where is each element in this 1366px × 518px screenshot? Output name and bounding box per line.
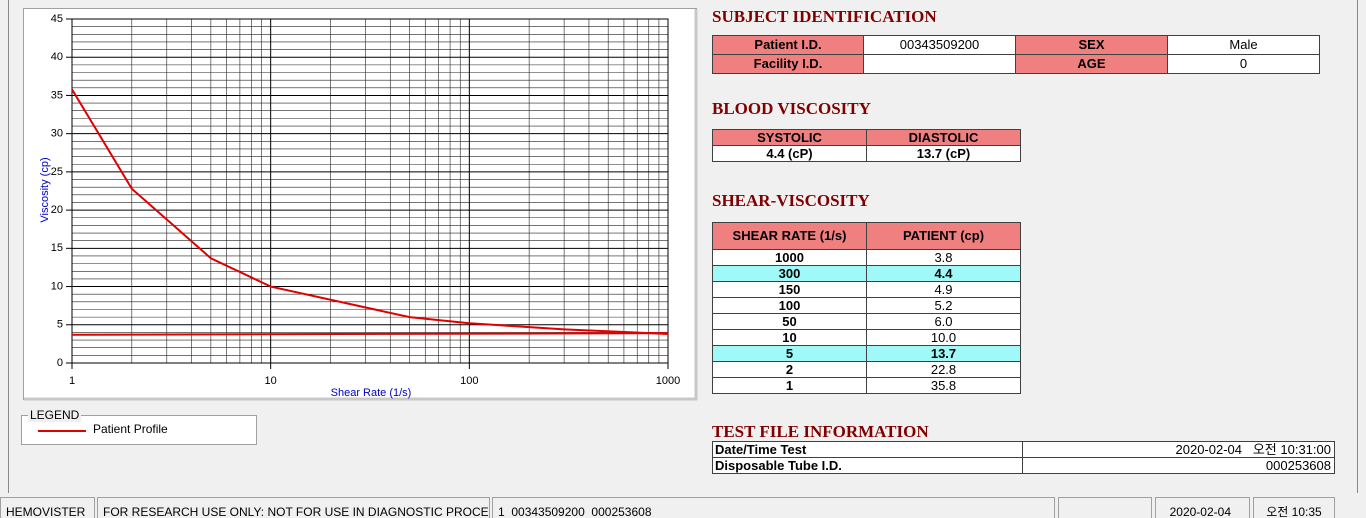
table-cell: Facility I.D. [712,54,864,74]
y-tick-label: 35 [51,89,63,101]
y-tick-label: 45 [51,13,63,25]
table-cell: Male [1167,35,1320,55]
table-cell: 5.2 [866,297,1021,314]
table-cell: 3.8 [866,249,1021,266]
y-tick-label: 30 [51,128,63,140]
table-cell: 2 [712,361,867,378]
legend-swatch [38,430,86,432]
table-cell: 1 [712,377,867,394]
y-axis-label: Viscosity (cp) [39,157,51,222]
table-cell: SHEAR RATE (1/s) [712,222,867,250]
section-title: BLOOD VISCOSITY [712,99,871,118]
table-cell: 4.4 [866,265,1021,282]
y-tick-label: 0 [57,357,63,369]
table-cell: 00343509200 [863,35,1016,55]
y-tick-label: 40 [51,51,63,63]
chart: Shear Rate (1/s) Viscosity (cp) 0 5 10 15 20… [23,8,698,401]
table-cell: PATIENT (cp) [866,222,1021,250]
table-cell: 50 [712,313,867,330]
table-cell: 100 [712,297,867,314]
status-panel: FOR RESEARCH USE ONLY: NOT FOR USE IN DI… [97,497,490,518]
table-cell: Date/Time Test [712,441,1023,458]
table-cell: 22.8 [866,361,1021,378]
table-cell: 2020-02-04 오전 10:31:00 [1022,441,1335,458]
status-panel: 2020-02-04 [1155,497,1250,518]
table-cell: 35.8 [866,377,1021,394]
chart-panel [23,8,697,400]
table-cell: Disposable Tube I.D. [712,457,1023,474]
table-cell: DIASTOLIC [866,129,1021,146]
table-cell [863,54,1016,74]
window-border [1357,0,1358,493]
table-cell: AGE [1015,54,1168,74]
status-panel: HEMOVISTER [0,497,95,518]
status-panel: 1 00343509200 000253608 [492,497,1055,518]
table-cell: 10 [712,329,867,346]
section-title: SUBJECT IDENTIFICATION [712,7,937,26]
table-cell: 000253608 [1022,457,1335,474]
window-border [8,0,9,493]
table-cell: 5 [712,345,867,362]
table-cell: SYSTOLIC [712,129,867,146]
table-cell: 1000 [712,249,867,266]
y-tick-label: 10 [51,280,63,292]
section-title: SHEAR-VISCOSITY [712,191,870,210]
x-tick-label: 100 [460,375,478,387]
y-tick-label: 5 [57,319,63,331]
table-cell: 10.0 [866,329,1021,346]
table-cell: Patient I.D. [712,35,864,55]
table-cell: 300 [712,265,867,282]
table-cell: 4.9 [866,281,1021,298]
x-tick-label: 10 [265,375,277,387]
x-tick-label: 1 [69,375,75,387]
table-cell: 13.7 (cP) [866,145,1021,162]
section-title: TEST FILE INFORMATION [712,422,929,441]
x-tick-label: 1000 [656,375,680,387]
table-cell: 0 [1167,54,1320,74]
table-cell: 6.0 [866,313,1021,330]
legend-title: LEGEND [28,408,82,422]
y-tick-label: 20 [51,204,63,216]
status-panel: 오전 10:35 [1253,497,1335,518]
x-axis-label: Shear Rate (1/s) [331,387,412,399]
plot-frame [71,18,669,364]
y-tick-label: 25 [51,166,63,178]
table-cell: 4.4 (cP) [712,145,867,162]
status-panel [1058,497,1152,518]
data-line [71,88,669,335]
table-cell: 13.7 [866,345,1021,362]
data-line [71,332,669,336]
y-tick-label: 15 [51,242,63,254]
legend-label: Patient Profile [93,422,168,436]
table-cell: 150 [712,281,867,298]
table-cell: SEX [1015,35,1168,55]
